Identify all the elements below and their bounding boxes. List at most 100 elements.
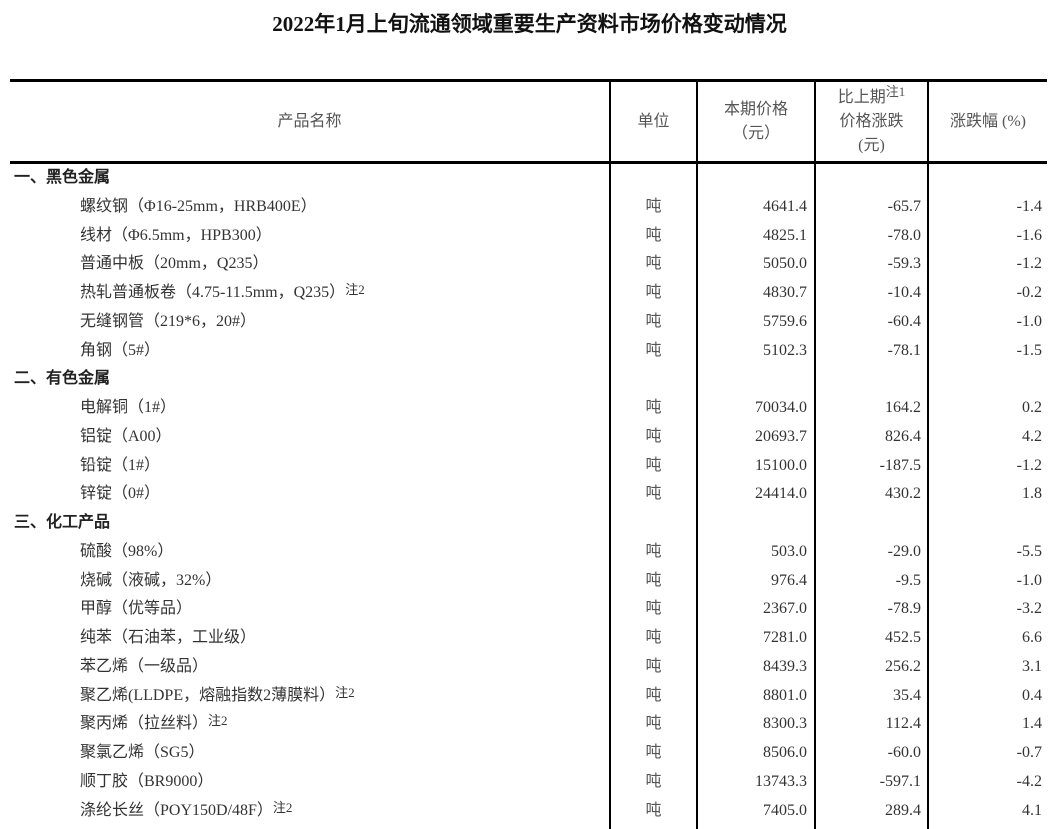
pct-cell: -5.5 [1016, 542, 1042, 560]
table-row: 苯乙烯（一级品） 吨 8439.3 256.2 3.1 [10, 653, 1047, 682]
change-cell: 256.2 [885, 657, 921, 675]
footnote-marker: 注2 [335, 684, 355, 700]
product-name: 线材（Φ6.5mm，HPB300） [80, 226, 272, 244]
product-name: 顺丁胶（BR9000） [80, 772, 214, 790]
unit-cell: 吨 [645, 255, 662, 273]
price-cell: 13743.3 [755, 772, 807, 790]
price-cell: 24414.0 [755, 485, 807, 503]
footnote-marker: 注2 [208, 713, 228, 729]
column-divider [696, 82, 698, 829]
unit-cell: 吨 [645, 744, 662, 761]
product-name: 角钢（5#） [80, 341, 161, 359]
footnote-marker: 注2 [272, 799, 293, 815]
table-top-rule [10, 79, 1047, 82]
product-name: 铅锭（1#） [80, 456, 161, 474]
product-name: 无缝钢管（219*6，20#） [80, 312, 257, 330]
pct-cell: 6.6 [1022, 629, 1042, 646]
change-cell: -29.0 [887, 542, 921, 560]
pct-cell: -3.2 [1016, 600, 1042, 618]
header-change-line1: 比上期 [837, 88, 886, 106]
table-row: 顺丁胶（BR9000） 吨 13743.3 -597.1 -4.2 [10, 768, 1047, 797]
header-price: 本期价格 （元） [698, 82, 814, 161]
product-name: 铝锭（A00） [80, 427, 172, 445]
price-cell: 2367.0 [763, 600, 807, 618]
price-cell: 5102.3 [763, 341, 807, 359]
product-name: 聚乙烯(LLDPE，熔融指数2薄膜料）注2 [80, 682, 355, 710]
pct-cell: -1.0 [1016, 571, 1042, 589]
section-title: 一、黑色金属 [14, 169, 111, 186]
table-row: 纯苯（石油苯，工业级） 吨 7281.0 452.5 6.6 [10, 624, 1047, 653]
table-row: 甲醇（优等品） 吨 2367.0 -78.9 -3.2 [10, 595, 1047, 624]
change-cell: 164.2 [885, 399, 921, 416]
change-cell: -597.1 [879, 772, 921, 790]
section-row: 二、有色金属 [10, 365, 1047, 394]
change-cell: 826.4 [885, 427, 921, 445]
change-cell: -78.0 [887, 226, 921, 244]
header-bottom-rule [10, 161, 1047, 164]
section-title: 三、化工产品 [14, 514, 111, 531]
unit-cell: 吨 [645, 399, 662, 416]
price-cell: 4830.7 [763, 284, 807, 301]
table-row: 聚乙烯(LLDPE，熔融指数2薄膜料）注2 吨 8801.0 35.4 0.4 [10, 682, 1047, 711]
pct-cell: 0.4 [1022, 686, 1042, 704]
table-row: 聚丙烯（拉丝料）注2 吨 8300.3 112.4 1.4 [10, 710, 1047, 739]
change-cell: -9.5 [895, 571, 921, 589]
product-name: 螺纹钢（Φ16-25mm，HRB400E） [80, 197, 317, 215]
price-cell: 976.4 [771, 571, 807, 589]
price-cell: 8506.0 [763, 744, 807, 761]
unit-cell: 吨 [645, 284, 662, 301]
price-cell: 20693.7 [755, 427, 807, 445]
header-change: 比上期注1 价格涨跌 (元) [816, 82, 927, 161]
table-row: 普通中板（20mm，Q235） 吨 5050.0 -59.3 -1.2 [10, 250, 1047, 279]
table-row: 螺纹钢（Φ16-25mm，HRB400E） 吨 4641.4 -65.7 -1.4 [10, 193, 1047, 222]
change-cell: -10.4 [887, 284, 921, 301]
pct-cell: -1.2 [1016, 456, 1042, 474]
product-name: 苯乙烯（一级品） [80, 657, 209, 675]
header-pct: 涨跌幅 (%) [950, 112, 1026, 130]
unit-cell: 吨 [645, 456, 662, 474]
header-unit: 单位 [637, 112, 670, 130]
table-row: 热轧普通板卷（4.75-11.5mm，Q235）注2 吨 4830.7 -10.4 -0… [10, 279, 1047, 308]
change-cell: 35.4 [893, 686, 921, 704]
footnote-marker: 注2 [345, 282, 365, 297]
header-change-line3: (元) [858, 136, 885, 154]
pct-cell: -0.7 [1016, 744, 1042, 761]
unit-cell: 吨 [645, 542, 662, 560]
column-divider [927, 82, 929, 829]
product-name: 普通中板（20mm，Q235） [80, 255, 269, 273]
table-body: 一、黑色金属 螺纹钢（Φ16-25mm，HRB400E） 吨 4641.4 -65.7 -… [10, 164, 1047, 825]
unit-cell: 吨 [645, 197, 662, 215]
price-cell: 7281.0 [763, 629, 807, 646]
unit-cell: 吨 [645, 686, 662, 704]
unit-cell: 吨 [645, 801, 662, 819]
table-row: 角钢（5#） 吨 5102.3 -78.1 -1.5 [10, 337, 1047, 366]
table-row: 电解铜（1#） 吨 70034.0 164.2 0.2 [10, 394, 1047, 423]
pct-cell: -4.2 [1016, 772, 1042, 790]
product-name-text: 热轧普通板卷（4.75-11.5mm，Q235） [80, 284, 346, 301]
table-row: 无缝钢管（219*6，20#） 吨 5759.6 -60.4 -1.0 [10, 308, 1047, 337]
column-divider [609, 82, 611, 829]
price-cell: 70034.0 [755, 399, 807, 416]
price-cell: 8439.3 [763, 657, 807, 675]
section-row: 三、化工产品 [10, 509, 1047, 538]
table-row: 涤纶长丝（POY150D/48F）注2 吨 7405.0 289.4 4.1 [10, 797, 1047, 826]
product-name: 甲醇（优等品） [80, 600, 193, 618]
unit-cell: 吨 [645, 226, 662, 244]
pct-cell: -0.2 [1016, 284, 1042, 301]
price-cell: 5759.6 [763, 312, 807, 330]
header-change-line2: 价格涨跌 [839, 112, 904, 130]
column-divider [814, 82, 816, 829]
product-name-text: 聚乙烯(LLDPE，熔融指数2薄膜料） [80, 686, 336, 704]
change-cell: -187.5 [879, 456, 921, 474]
unit-cell: 吨 [645, 571, 662, 589]
table-row: 烧碱（液碱，32%） 吨 976.4 -9.5 -1.0 [10, 567, 1047, 596]
header-product-name: 产品名称 [277, 112, 342, 130]
table-row: 硫酸（98%） 吨 503.0 -29.0 -5.5 [10, 538, 1047, 567]
change-cell: -65.7 [887, 197, 921, 215]
product-name-text: 聚丙烯（拉丝料） [80, 715, 209, 733]
pct-cell: 1.8 [1022, 485, 1042, 503]
table-row: 铝锭（A00） 吨 20693.7 826.4 4.2 [10, 423, 1047, 452]
price-cell: 8801.0 [763, 686, 807, 704]
pct-cell: -1.4 [1016, 197, 1042, 215]
unit-cell: 吨 [645, 715, 662, 733]
